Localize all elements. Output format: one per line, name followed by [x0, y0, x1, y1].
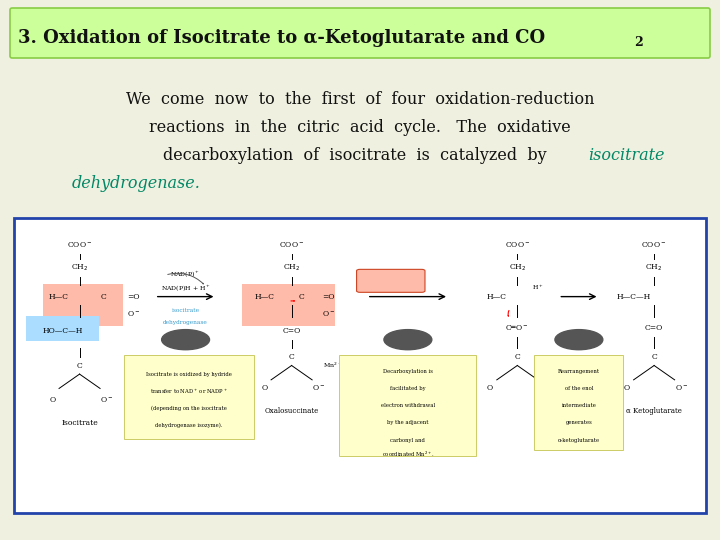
Text: carbonyl and: carbonyl and	[390, 437, 426, 443]
Text: of the enol: of the enol	[564, 386, 593, 391]
Text: C: C	[299, 293, 305, 301]
FancyBboxPatch shape	[242, 284, 335, 326]
FancyBboxPatch shape	[26, 316, 99, 341]
Text: 3. Oxidation of Isocitrate to α-Ketoglutarate and CO: 3. Oxidation of Isocitrate to α-Ketoglut…	[18, 29, 545, 47]
Text: O$^-$: O$^-$	[538, 383, 552, 393]
Text: H—C—H: H—C—H	[616, 293, 651, 301]
Text: Oxalosuccinate: Oxalosuccinate	[264, 407, 319, 415]
Text: C: C	[77, 361, 82, 369]
Text: =O: =O	[323, 293, 335, 301]
Text: COO$^-$: COO$^-$	[67, 240, 92, 250]
Text: H—C: H—C	[487, 293, 507, 301]
Text: HO—C—H: HO—C—H	[42, 327, 83, 335]
Text: isocitrate: isocitrate	[171, 308, 199, 313]
Text: H—C: H—C	[49, 293, 69, 301]
Text: O: O	[624, 384, 630, 393]
Text: reactions  in  the  citric  acid  cycle.   The  oxidative: reactions in the citric acid cycle. The …	[149, 119, 571, 137]
Circle shape	[161, 329, 210, 350]
FancyArrowPatch shape	[168, 273, 203, 284]
Text: Rearrangement: Rearrangement	[558, 369, 600, 374]
Text: C: C	[515, 353, 520, 361]
Text: C: C	[101, 293, 107, 301]
Text: 2: 2	[634, 37, 643, 50]
Text: O: O	[261, 384, 267, 393]
Text: CH$_2$: CH$_2$	[645, 262, 663, 273]
Text: dehydrogenase isozyme).: dehydrogenase isozyme).	[156, 423, 222, 428]
Text: by the adjacent: by the adjacent	[387, 421, 428, 426]
Text: H—C: H—C	[254, 293, 274, 301]
Text: C: C	[289, 353, 294, 361]
Text: C=O: C=O	[282, 327, 301, 335]
Text: COO$^-$: COO$^-$	[279, 240, 305, 250]
Text: O: O	[487, 384, 493, 393]
Text: intermediate: intermediate	[562, 403, 596, 408]
FancyBboxPatch shape	[534, 355, 624, 450]
Circle shape	[384, 329, 432, 350]
Text: NAD(P)H + H$^+$: NAD(P)H + H$^+$	[161, 283, 210, 293]
Text: O$^-$: O$^-$	[312, 383, 325, 393]
Text: Isocitrate: Isocitrate	[61, 419, 98, 427]
Text: Mn$^{2+}$: Mn$^{2+}$	[323, 361, 342, 370]
Text: (depending on the isocitrate: (depending on the isocitrate	[151, 406, 227, 411]
Text: NAD(P)$^+$: NAD(P)$^+$	[171, 269, 201, 279]
Text: C=O: C=O	[645, 324, 663, 332]
FancyBboxPatch shape	[43, 284, 122, 326]
FancyArrowPatch shape	[508, 310, 509, 316]
FancyBboxPatch shape	[14, 218, 706, 513]
FancyBboxPatch shape	[356, 269, 425, 292]
Text: dehydrogenase: dehydrogenase	[163, 320, 208, 325]
FancyBboxPatch shape	[124, 355, 254, 438]
Text: O$^-$: O$^-$	[100, 395, 114, 405]
Text: generates: generates	[565, 421, 593, 426]
Text: Decarboxylation is: Decarboxylation is	[383, 369, 433, 374]
Text: O$^-$: O$^-$	[127, 309, 141, 319]
Text: O$^-$: O$^-$	[323, 309, 336, 319]
FancyBboxPatch shape	[10, 8, 710, 58]
Text: We  come  now  to  the  first  of  four  oxidation-reduction: We come now to the first of four oxidati…	[126, 91, 594, 109]
Circle shape	[555, 329, 603, 350]
Text: CH$_2$: CH$_2$	[508, 262, 526, 273]
Text: C═O$^-$: C═O$^-$	[505, 323, 529, 333]
Text: O: O	[49, 396, 55, 404]
Text: α Ketoglutarate: α Ketoglutarate	[626, 407, 682, 415]
Text: dehydrogenase.: dehydrogenase.	[72, 176, 201, 192]
Text: C: C	[652, 353, 657, 361]
Text: coordinated Mn$^{2+}$.: coordinated Mn$^{2+}$.	[382, 450, 434, 459]
Text: 1: 1	[183, 336, 188, 343]
Text: Mn$^{2+}$: Mn$^{2+}$	[542, 361, 561, 370]
Text: 3: 3	[577, 336, 581, 343]
Text: O$^-$: O$^-$	[675, 383, 688, 393]
Text: Isocitrate is oxidized by hydride: Isocitrate is oxidized by hydride	[146, 372, 232, 376]
Text: α-ketoglutarate: α-ketoglutarate	[558, 437, 600, 443]
Text: COO$^-$: COO$^-$	[642, 240, 667, 250]
FancyBboxPatch shape	[340, 355, 477, 456]
Text: facilitated by: facilitated by	[390, 386, 426, 391]
Text: isocitrate: isocitrate	[588, 147, 665, 165]
Text: H$^+$: H$^+$	[532, 284, 544, 293]
Text: CH$_2$: CH$_2$	[283, 262, 300, 273]
Text: transfer to NAD$^+$ or NADP$^+$: transfer to NAD$^+$ or NADP$^+$	[150, 387, 228, 396]
Text: 2: 2	[405, 336, 410, 343]
Text: CO$_2$: CO$_2$	[381, 277, 400, 287]
Text: electron withdrawal: electron withdrawal	[381, 403, 435, 408]
Text: CH$_2$: CH$_2$	[71, 262, 89, 273]
Text: COO$^-$: COO$^-$	[505, 240, 530, 250]
Text: decarboxylation  of  isocitrate  is  catalyzed  by: decarboxylation of isocitrate is catalyz…	[163, 147, 557, 165]
Text: =O: =O	[127, 293, 140, 301]
